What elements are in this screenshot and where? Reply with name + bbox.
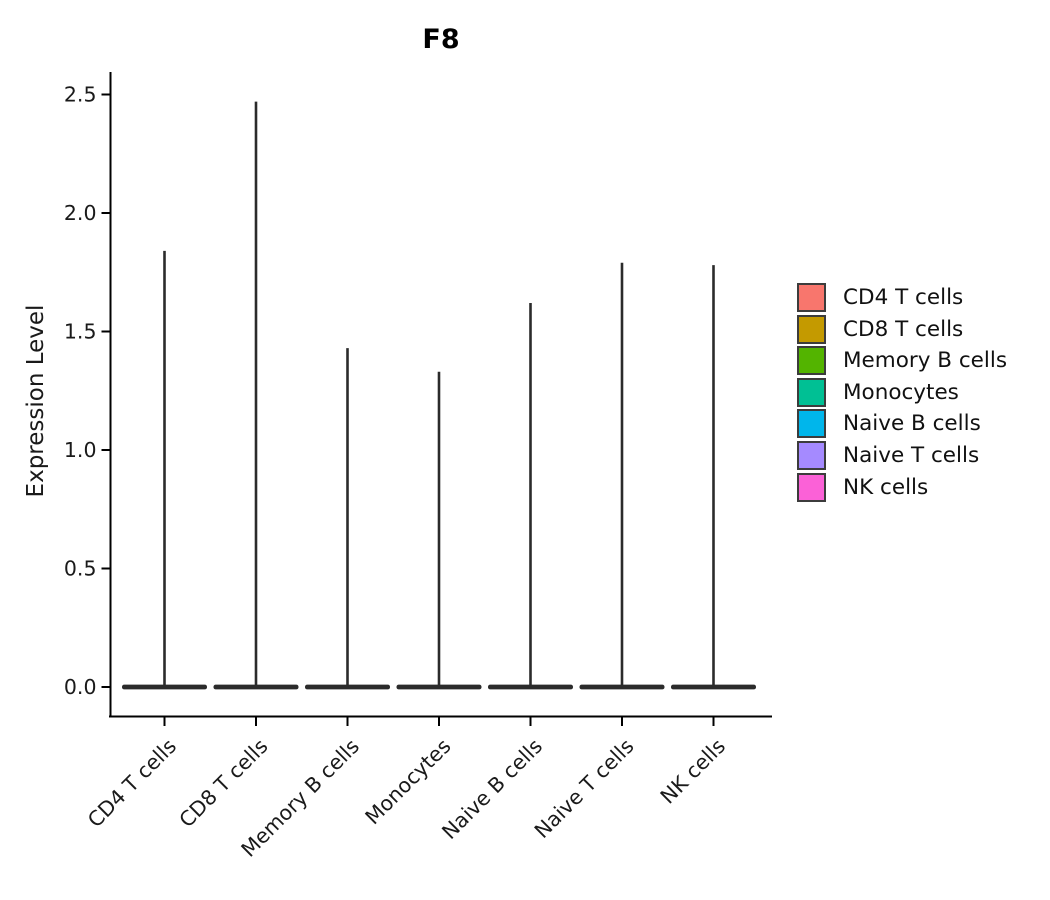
x-tick-label: CD4 T cells	[83, 734, 181, 832]
y-tick-label: 0.0	[64, 675, 97, 699]
violin-base	[305, 684, 390, 690]
y-tick-label: 1.5	[64, 320, 97, 344]
y-tick-label: 1.0	[64, 438, 97, 462]
legend-swatch	[797, 346, 826, 376]
legend-label: Memory B cells	[843, 348, 1008, 374]
violin-base	[396, 684, 482, 690]
violin-base	[579, 684, 665, 690]
legend-swatch	[797, 440, 826, 470]
legend-swatch	[797, 409, 826, 439]
legend-swatch	[797, 314, 826, 344]
legend-label: NK cells	[843, 474, 929, 500]
x-tick-label: CD8 T cells	[174, 734, 272, 832]
legend-swatch	[797, 472, 826, 502]
violin-base	[488, 684, 573, 690]
violin-base	[671, 684, 756, 690]
x-tick-label: Monocytes	[360, 734, 455, 829]
legend: CD4 T cells CD8 T cells Memory B cells Mono…	[797, 283, 1007, 504]
legend-label: CD4 T cells	[843, 285, 964, 310]
chart-title: F8	[422, 24, 460, 55]
legend-item: NK cells	[797, 472, 1007, 502]
legend-label: Monocytes	[843, 379, 959, 405]
legend-item: Monocytes	[797, 377, 1007, 407]
legend-item: Naive B cells	[797, 409, 1007, 439]
legend-item: CD4 T cells	[797, 283, 1007, 312]
violin-base	[213, 684, 299, 690]
y-tick-label: 2.5	[64, 83, 97, 107]
y-tick-label: 0.5	[64, 557, 97, 581]
legend-swatch	[797, 283, 826, 312]
x-tick-label: NK cells	[656, 734, 730, 808]
legend-label: Naive B cells	[843, 411, 981, 437]
y-tick-label: 2.0	[64, 201, 97, 225]
violin-base	[122, 684, 207, 690]
legend-item: CD8 T cells	[797, 314, 1007, 344]
legend-item: Memory B cells	[797, 346, 1008, 376]
legend-label: CD8 T cells	[843, 316, 964, 342]
legend-item: Naive T cells	[797, 440, 1007, 470]
legend-swatch	[797, 377, 826, 407]
legend-label: Naive T cells	[843, 442, 980, 468]
